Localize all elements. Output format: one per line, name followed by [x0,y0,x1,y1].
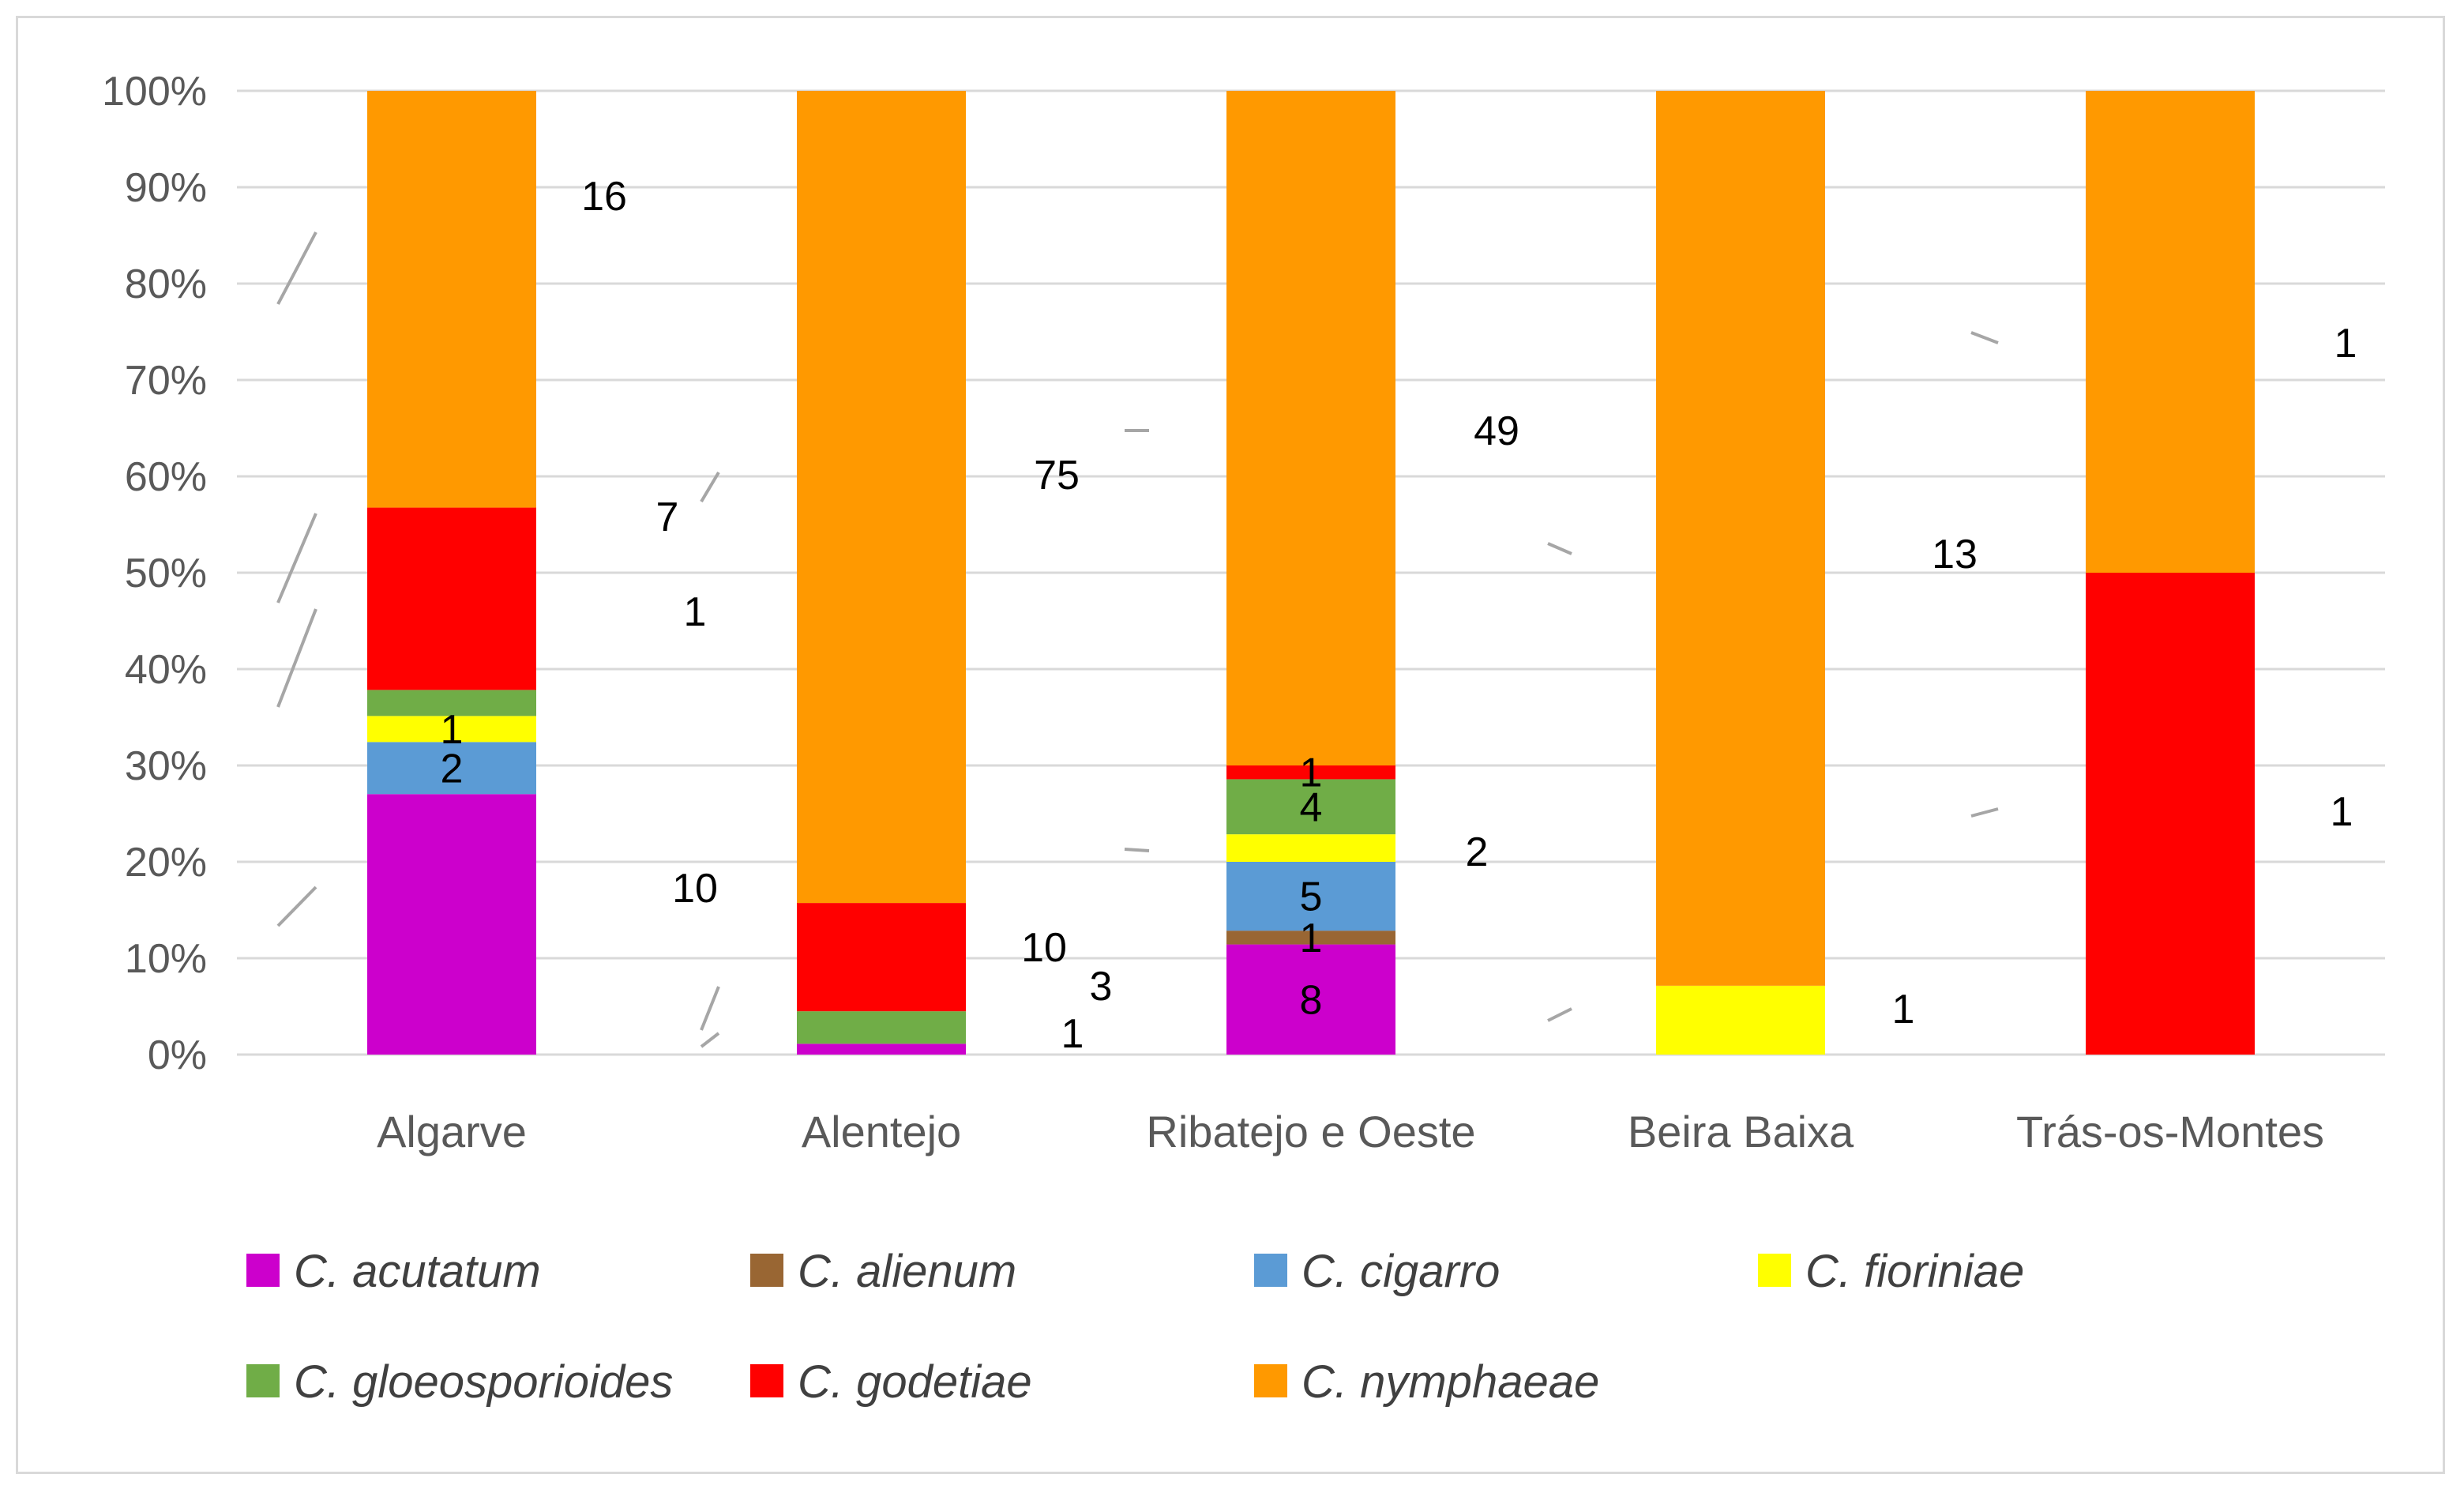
bar-segment-ribatejo-e-oeste-c-nymphaeae [1226,91,1395,765]
legend-swatch-c-acutatum [246,1254,280,1287]
y-tick-label: 10% [125,936,207,982]
legend-swatch-c-gloeosporioides [246,1364,280,1397]
legend-label-c-godetiae: C. godetiae [798,1356,1032,1408]
leader-line [700,471,720,503]
legend-label-c-nymphaeae: C. nymphaeae [1301,1356,1599,1408]
data-label: 10 [672,866,718,912]
leader-line [1547,542,1572,555]
y-tick-label: 80% [125,261,207,307]
legend-swatch-c-cigarro [1254,1254,1287,1287]
data-label: 13 [1932,532,1978,577]
bar-segment-algarve-c-godetiae [367,507,536,690]
bar-segment-ribatejo-e-oeste-c-gloeosporioides [1226,779,1395,835]
bar-segment-ribatejo-e-oeste-c-acutatum [1226,944,1395,1055]
x-category-label: Alentejo [802,1107,961,1156]
legend-swatch-c-nymphaeae [1254,1364,1287,1397]
data-label: 1 [2334,321,2357,367]
bar-segment-algarve-c-acutatum [367,794,536,1055]
data-label: 5 [1300,874,1323,920]
leader-lines [276,231,1999,1048]
bar-segment-tr-s-os-montes-c-nymphaeae [2086,91,2255,573]
bar-segment-algarve-c-gloeosporioides [367,690,536,716]
data-label: 75 [1034,453,1080,498]
leader-line [700,1032,720,1048]
y-tick-label: 100% [102,69,207,115]
data-label: 1 [1300,916,1323,961]
x-category-label: Algarve [377,1107,527,1156]
leader-line [1547,1007,1572,1022]
leader-line [700,986,720,1031]
bar-segment-algarve-c-nymphaeae [367,91,536,508]
y-tick-label: 70% [125,358,207,404]
y-tick-label: 60% [125,454,207,500]
legend-label-c-gloeosporioides: C. gloeosporioides [294,1356,673,1408]
leader-line [276,886,317,927]
bar-segment-beira-baixa-c-nymphaeae [1656,91,1825,986]
data-label: 8 [1300,977,1323,1023]
legend: C. acutatum C. alienum C. cigarro C. fiorin… [246,1246,2024,1408]
data-label: 1 [1061,1011,1084,1057]
leader-line [276,513,317,604]
legend-label-c-acutatum: C. acutatum [294,1246,541,1297]
data-label: 10 [1021,925,1067,971]
data-label: 2 [441,746,464,792]
y-tick-label: 20% [125,840,207,886]
bar-segment-alentejo-c-nymphaeae [797,91,966,904]
data-label: 2 [1466,829,1489,875]
bar-segment-ribatejo-e-oeste-c-alienum [1226,931,1395,945]
y-tick-label: 30% [125,743,207,789]
data-label: 1 [2331,789,2353,835]
bar-segment-ribatejo-e-oeste-c-cigarro [1226,862,1395,931]
y-tick-label: 50% [125,551,207,596]
data-label: 3 [1090,964,1113,1010]
data-label: 7 [656,495,679,540]
leader-line [1124,848,1150,852]
leader-line [1970,807,1999,818]
y-axis-ticks: 0% 10% 20% 30% 40% 50% 60% 70% 80% 90% 100% [102,69,207,1078]
data-label: 4 [1300,784,1323,830]
legend-swatch-c-fioriniae [1758,1254,1791,1287]
bar-segment-beira-baixa-c-fioriniae [1656,985,1825,1055]
x-axis-categories: Algarve Alentejo Ribatejo e Oeste Beira Bai… [377,1107,2324,1156]
data-label: 1 [684,589,707,635]
data-label: 49 [1474,408,1519,454]
y-tick-label: 90% [125,165,207,211]
leader-line [1970,331,1999,344]
bar-segment-algarve-c-cigarro [367,742,536,795]
x-category-label: Ribatejo e Oeste [1146,1107,1475,1156]
data-label: 1 [1300,750,1323,796]
legend-label-c-cigarro: C. cigarro [1301,1246,1500,1297]
legend-swatch-c-alienum [750,1254,783,1287]
y-tick-label: 0% [148,1032,207,1078]
legend-label-c-alienum: C. alienum [798,1246,1016,1297]
y-tick-label: 40% [125,647,207,693]
x-category-label: Trás-os-Montes [2016,1107,2324,1156]
legend-label-c-fioriniae: C. fioriniae [1805,1246,2024,1297]
bar-segment-alentejo-c-godetiae [797,903,966,1012]
legend-swatch-c-godetiae [750,1364,783,1397]
bar-segment-ribatejo-e-oeste-c-fioriniae [1226,834,1395,862]
bar-segment-ribatejo-e-oeste-c-godetiae [1226,765,1395,780]
bar-segment-tr-s-os-montes-c-godetiae [2086,573,2255,1055]
x-category-label: Beira Baixa [1628,1107,1854,1156]
bar-segment-alentejo-c-acutatum [797,1044,966,1055]
leader-line [276,231,317,305]
bars [367,91,2255,1055]
bar-segment-alentejo-c-gloeosporioides [797,1011,966,1044]
leader-line [276,608,317,708]
data-label: 1 [1892,987,1915,1032]
data-label: 16 [581,174,627,220]
bar-segment-algarve-c-fioriniae [367,716,536,743]
data-label: 1 [441,707,464,753]
